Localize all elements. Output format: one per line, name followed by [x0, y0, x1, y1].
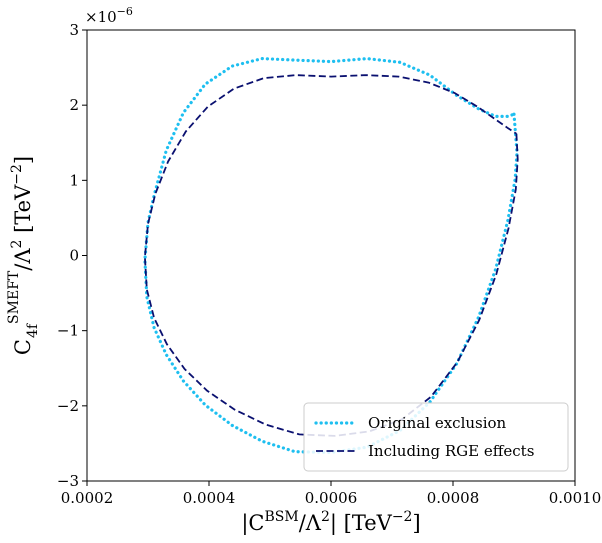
y-tick-label: −1	[57, 322, 79, 340]
legend-label-2: Including RGE effects	[368, 442, 534, 460]
series-line-2	[143, 74, 519, 437]
series-line-1	[143, 56, 519, 454]
y-tick-label: 2	[69, 96, 79, 114]
y-axis: −3 −2 −1 0 1 2 3	[57, 21, 87, 490]
plot-area	[143, 56, 519, 454]
axis-labels: |CBSM/Λ2| [TeV−2] C4fSMEFT/Λ2 [TeV−2]	[6, 156, 421, 536]
y-multiplier: ×10−6	[85, 5, 133, 26]
x-tick-label: 0.0008	[427, 489, 480, 507]
x-axis: 0.0002 0.0004 0.0006 0.0008 0.0010	[61, 481, 602, 507]
x-tick-label: 0.0004	[183, 489, 236, 507]
y-tick-label: 0	[69, 247, 79, 265]
y-axis-label: C4fSMEFT/Λ2 [TeV−2]	[6, 156, 41, 355]
x-tick-label: 0.0006	[305, 489, 358, 507]
x-tick-label: 0.0010	[549, 489, 602, 507]
x-axis-label: |CBSM/Λ2| [TeV−2]	[241, 509, 420, 536]
legend-label-1: Original exclusion	[368, 414, 507, 432]
legend-box	[303, 402, 569, 472]
y-tick-label: −2	[57, 397, 79, 415]
plot-frame	[86, 29, 576, 482]
y-tick-label: −3	[57, 472, 79, 490]
y-tick-label: 3	[69, 21, 79, 39]
legend: Original exclusion Including RGE effects	[303, 402, 569, 472]
y-tick-label: 1	[69, 171, 79, 189]
x-tick-label: 0.0002	[61, 489, 114, 507]
y-multiplier-label: ×10−6	[85, 5, 133, 26]
